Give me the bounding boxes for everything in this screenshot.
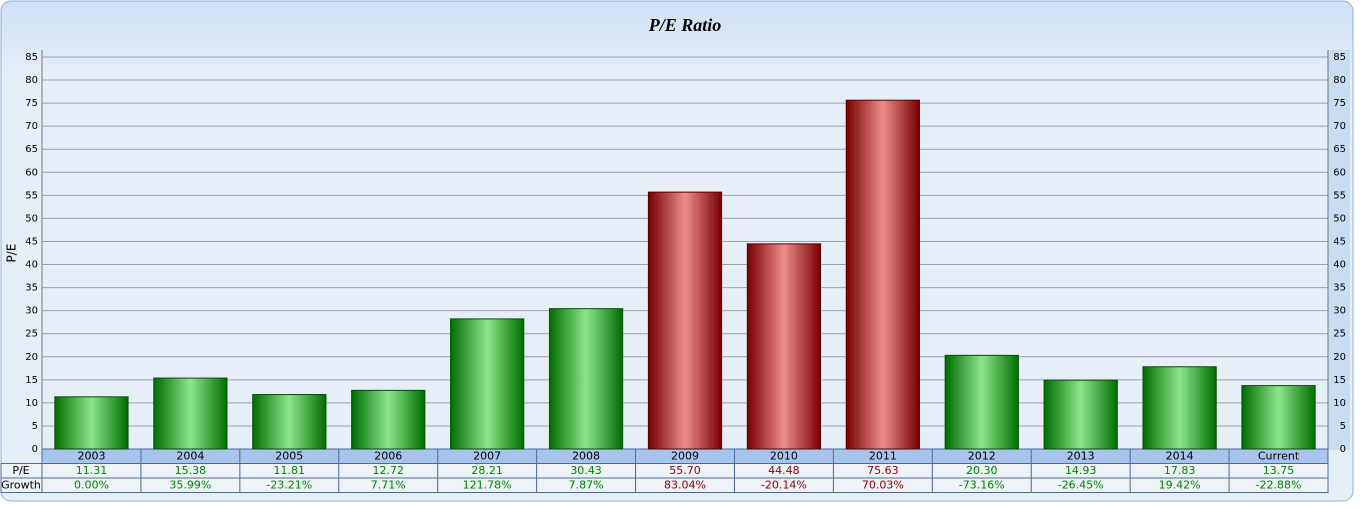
value-label: 17.83: [1164, 464, 1196, 477]
x-tick-label: 2009: [671, 449, 699, 462]
y-tick-label-right: 50: [1333, 213, 1346, 224]
x-tick-label: 2010: [770, 449, 798, 462]
y-tick-label-right: 85: [1333, 52, 1346, 63]
y-tick-label: 20: [25, 352, 38, 363]
x-tick-label: 2003: [77, 449, 105, 462]
value-label: 15.38: [175, 464, 207, 477]
row-header: Growth: [1, 478, 41, 491]
row-header: P/E: [12, 464, 29, 477]
y-tick-label: 70: [25, 121, 38, 132]
y-tick-label: 65: [25, 144, 38, 155]
bar: [548, 308, 624, 450]
bar: [1043, 379, 1118, 450]
y-tick-label: 60: [25, 167, 38, 178]
y-tick-label: 80: [25, 75, 38, 86]
value-label: 55.70: [669, 464, 701, 477]
x-tick-label: 2008: [572, 449, 600, 462]
y-tick-label: 75: [25, 98, 38, 109]
x-tick-label: 2012: [968, 449, 996, 462]
y-tick-label: 15: [25, 375, 38, 386]
y-tick-label-right: 40: [1333, 260, 1346, 271]
bar: [252, 394, 327, 450]
growth-label: 7.87%: [569, 478, 604, 491]
value-label: 14.93: [1065, 464, 1097, 477]
growth-label: -23.21%: [266, 478, 312, 491]
y-tick-label-right: 5: [1340, 421, 1346, 432]
x-tick-label: Current: [1258, 449, 1300, 462]
y-tick-label: 25: [25, 329, 38, 340]
value-label: 11.81: [274, 464, 306, 477]
y-tick-label-right: 30: [1333, 306, 1346, 317]
x-tick-label: 2014: [1166, 449, 1194, 462]
growth-label: 19.42%: [1159, 478, 1201, 491]
x-tick-label: 2007: [473, 449, 501, 462]
x-tick-label: 2006: [374, 449, 402, 462]
y-tick-label-right: 15: [1333, 375, 1346, 386]
y-tick-label-right: 55: [1333, 190, 1346, 201]
y-tick-label-right: 0: [1340, 444, 1346, 455]
y-tick-label: 55: [25, 190, 38, 201]
y-tick-label-right: 70: [1333, 121, 1346, 132]
x-tick-label: 2005: [275, 449, 303, 462]
y-tick-label: 35: [25, 283, 38, 294]
y-axis-label: P/E: [5, 244, 19, 263]
y-tick-label: 50: [25, 213, 38, 224]
value-label: 11.31: [76, 464, 108, 477]
bar: [54, 396, 129, 450]
growth-label: 35.99%: [169, 478, 211, 491]
growth-label: -22.88%: [1256, 478, 1302, 491]
growth-label: -20.14%: [761, 478, 807, 491]
x-tick-label: 2011: [869, 449, 897, 462]
x-tick-label: 2004: [176, 449, 204, 462]
y-tick-label: 0: [32, 444, 38, 455]
bar: [647, 191, 723, 450]
y-tick-label-right: 25: [1333, 329, 1346, 340]
x-tick-label: 2013: [1067, 449, 1095, 462]
growth-label: -26.45%: [1058, 478, 1104, 491]
y-tick-label: 5: [32, 421, 38, 432]
growth-label: 0.00%: [74, 478, 109, 491]
bar: [153, 377, 228, 450]
bar: [1241, 385, 1316, 450]
growth-label: 70.03%: [862, 478, 904, 491]
value-label: 13.75: [1263, 464, 1295, 477]
y-tick-label-right: 10: [1333, 398, 1346, 409]
value-label: 28.21: [471, 464, 503, 477]
y-tick-label-right: 35: [1333, 283, 1346, 294]
y-tick-label-right: 75: [1333, 98, 1346, 109]
y-tick-label: 10: [25, 398, 38, 409]
value-label: 44.48: [768, 464, 800, 477]
growth-label: 121.78%: [463, 478, 512, 491]
value-label: 30.43: [570, 464, 602, 477]
value-label: 75.63: [867, 464, 899, 477]
bar: [746, 243, 822, 450]
y-tick-label: 85: [25, 52, 38, 63]
bar: [351, 389, 426, 450]
bar: [944, 354, 1019, 450]
chart-title: P/E Ratio: [648, 15, 722, 35]
y-tick-label: 45: [25, 236, 38, 247]
y-tick-label-right: 20: [1333, 352, 1346, 363]
bar: [1142, 366, 1217, 450]
y-tick-label-right: 80: [1333, 75, 1346, 86]
growth-label: 7.71%: [371, 478, 406, 491]
right-axis-strip: [1328, 50, 1350, 450]
bar: [450, 318, 525, 450]
y-tick-label-right: 65: [1333, 144, 1346, 155]
bar: [845, 99, 920, 450]
growth-label: 83.04%: [664, 478, 706, 491]
value-label: 20.30: [966, 464, 998, 477]
value-label: 12.72: [372, 464, 404, 477]
y-tick-label-right: 60: [1333, 167, 1346, 178]
growth-label: -73.16%: [959, 478, 1005, 491]
y-tick-label-right: 45: [1333, 236, 1346, 247]
y-tick-label: 40: [25, 260, 38, 271]
y-tick-label: 30: [25, 306, 38, 317]
